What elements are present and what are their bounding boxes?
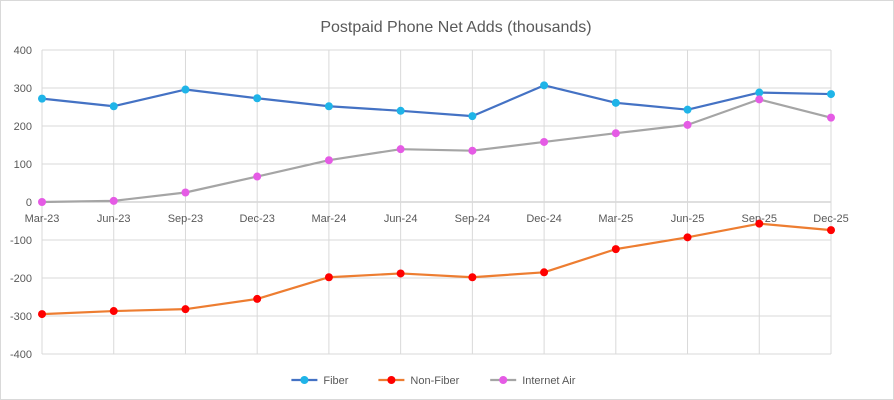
data-point (683, 105, 692, 114)
data-point (181, 85, 190, 94)
legend-label: Internet Air (522, 375, 576, 387)
data-point (253, 94, 262, 103)
data-point (611, 245, 620, 254)
y-tick-label: 400 (14, 45, 32, 57)
y-tick-label: 200 (14, 121, 32, 133)
y-axis-ticks: -400 -300 -200 -100 0 100 200 300 400 (10, 45, 32, 361)
x-tick-label: Mar-24 (311, 213, 346, 225)
data-point (324, 273, 333, 282)
data-point (324, 102, 333, 111)
data-point (181, 188, 190, 197)
data-point (755, 219, 764, 228)
series-non-fiber (38, 219, 835, 319)
data-point (683, 233, 692, 242)
y-tick-label: -400 (10, 349, 32, 361)
data-point (540, 268, 549, 277)
data-point (468, 146, 477, 155)
data-point (827, 226, 835, 235)
legend-item: Internet Air (490, 375, 576, 387)
series-line (41, 84, 832, 118)
y-tick-label: -200 (10, 273, 32, 285)
x-tick-label: Jun-24 (384, 213, 418, 225)
legend-label: Fiber (323, 375, 348, 387)
chart-title: Postpaid Phone Net Adds (thousands) (320, 19, 591, 36)
data-point (683, 120, 692, 129)
legend: Fiber Non-Fiber Internet Air (291, 375, 576, 387)
series-internet-air (38, 95, 835, 206)
legend-item: Fiber (291, 375, 349, 387)
data-point (324, 156, 333, 165)
x-tick-label: Sep-25 (742, 213, 777, 225)
data-point (827, 90, 835, 99)
data-point (109, 196, 118, 205)
x-tick-label: Jun-23 (97, 213, 131, 225)
series-fiber (38, 81, 835, 121)
x-tick-label: Mar-23 (25, 213, 60, 225)
data-point (396, 106, 405, 115)
data-point (109, 102, 118, 111)
data-point (109, 307, 118, 316)
data-point (540, 137, 549, 146)
data-point (38, 198, 46, 206)
y-tick-label: 300 (14, 83, 32, 95)
data-point (38, 310, 46, 319)
data-point (611, 129, 620, 138)
x-tick-label: Dec-25 (813, 213, 848, 225)
y-tick-label: -300 (10, 311, 32, 323)
legend-label: Non-Fiber (410, 375, 459, 387)
data-point (755, 95, 764, 104)
series-line (41, 222, 832, 316)
y-tick-label: -100 (10, 235, 32, 247)
data-point (827, 113, 835, 122)
legend-marker (300, 376, 309, 384)
x-tick-label: Dec-24 (526, 213, 561, 225)
data-point (38, 94, 46, 103)
data-point (396, 269, 405, 278)
legend-marker (387, 376, 396, 384)
data-point (540, 81, 549, 90)
x-axis-ticks: Mar-23 Jun-23 Sep-23 Dec-23 Mar-24 Jun-24 Sep-… (25, 213, 849, 225)
x-tick-label: Mar-25 (598, 213, 633, 225)
data-point (468, 273, 477, 282)
legend-marker (499, 376, 508, 384)
y-tick-label: 0 (26, 197, 32, 209)
series-group (38, 81, 835, 319)
data-point (396, 145, 405, 154)
data-point (755, 88, 764, 97)
x-tick-label: Sep-23 (168, 213, 203, 225)
data-point (253, 294, 262, 303)
data-point (611, 98, 620, 107)
series-line (41, 98, 832, 204)
x-tick-label: Dec-23 (239, 213, 274, 225)
data-point (468, 112, 477, 121)
legend-item: Non-Fiber (378, 375, 460, 387)
x-tick-label: Jun-25 (671, 213, 705, 225)
x-tick-label: Sep-24 (455, 213, 490, 225)
y-tick-label: 100 (14, 159, 32, 171)
data-point (181, 305, 190, 314)
data-point (253, 172, 262, 181)
